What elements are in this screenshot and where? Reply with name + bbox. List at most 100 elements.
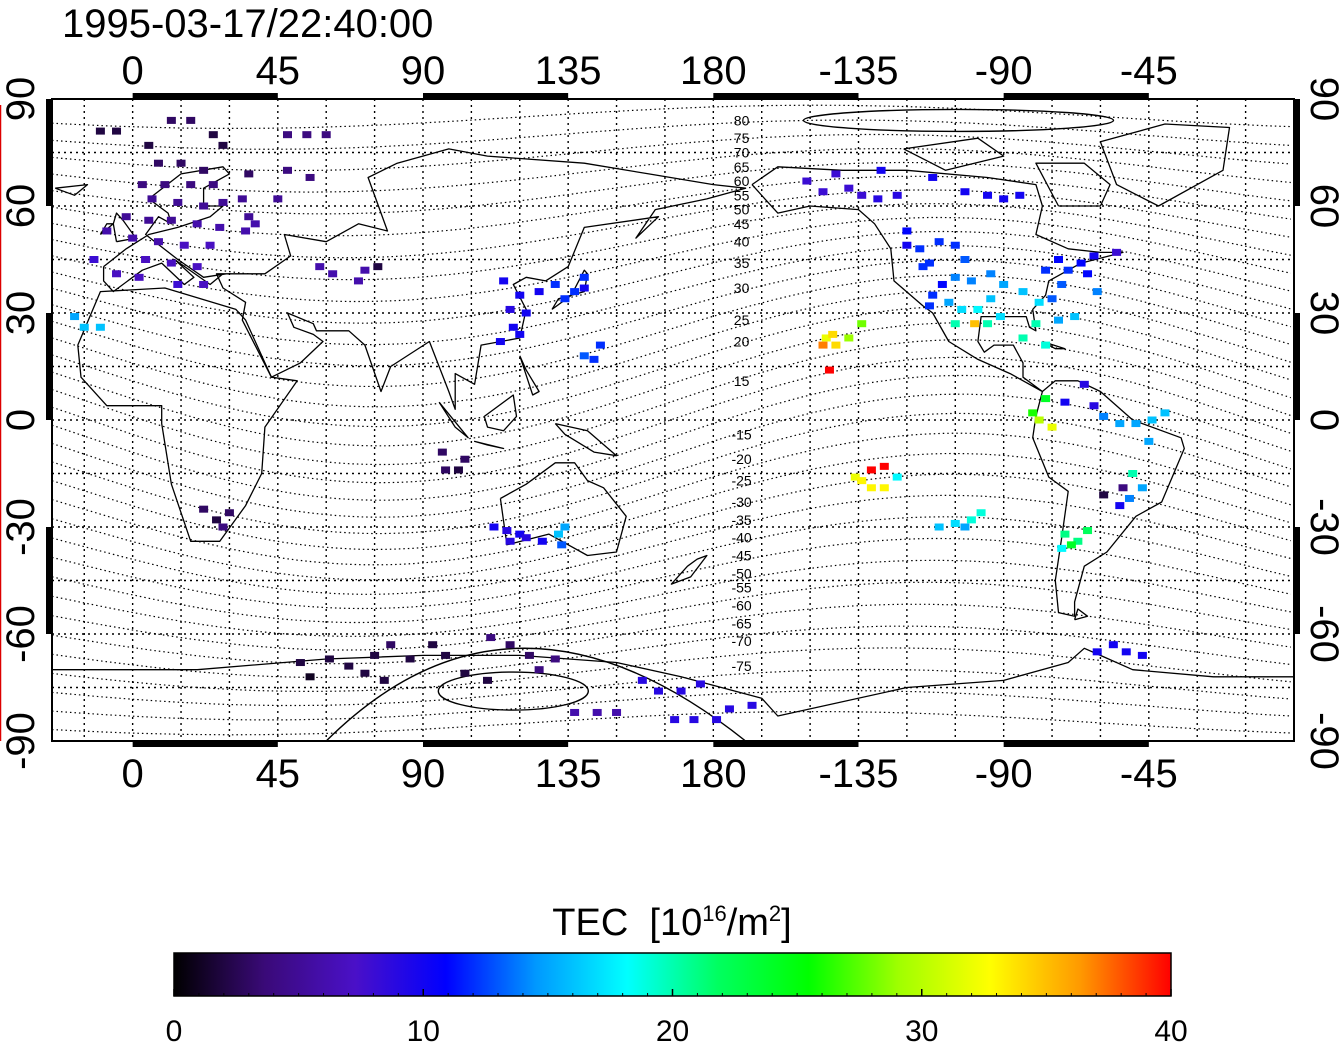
coastline bbox=[551, 269, 589, 310]
colorbar: 0 10 20 30 40 bbox=[166, 952, 1188, 1048]
tec-point bbox=[1089, 252, 1099, 260]
colorbar-tick-label: 10 bbox=[407, 1015, 440, 1048]
tec-point bbox=[328, 270, 338, 278]
tec-point bbox=[892, 473, 902, 481]
contour-label: -50 bbox=[731, 565, 751, 581]
axis-band-bottom bbox=[713, 741, 859, 747]
tec-point bbox=[1034, 416, 1044, 424]
tec-point bbox=[186, 116, 196, 124]
axis-band-left bbox=[46, 527, 52, 634]
y-tick-label-right: 30 bbox=[1302, 291, 1344, 336]
tec-point bbox=[302, 131, 312, 139]
tec-point bbox=[192, 263, 202, 271]
tec-point bbox=[892, 191, 902, 199]
coastline bbox=[1099, 123, 1231, 207]
tec-point bbox=[1137, 484, 1147, 492]
tec-point bbox=[1057, 544, 1067, 552]
tec-point bbox=[244, 213, 254, 221]
coastline bbox=[77, 287, 298, 542]
tec-point bbox=[924, 302, 934, 310]
coastline bbox=[670, 554, 708, 585]
axis-band-top bbox=[132, 93, 278, 99]
contour-line bbox=[52, 412, 1291, 535]
tec-point bbox=[505, 641, 515, 649]
contour-line bbox=[52, 625, 1291, 679]
tec-point bbox=[273, 195, 283, 203]
tec-point bbox=[360, 266, 370, 274]
y-tick-label-left: 90 bbox=[0, 77, 43, 122]
graticule-grid bbox=[52, 99, 1294, 741]
colorbar-tick-label: 20 bbox=[656, 1015, 689, 1048]
tec-point bbox=[960, 188, 970, 196]
tec-point bbox=[986, 270, 996, 278]
tec-point bbox=[637, 676, 647, 684]
tec-point bbox=[902, 241, 912, 249]
tec-point bbox=[295, 659, 305, 667]
tec-point bbox=[521, 534, 531, 542]
tec-point bbox=[486, 634, 496, 642]
contour-label: 60 bbox=[734, 173, 750, 189]
contour-line bbox=[52, 230, 1291, 324]
tec-point bbox=[550, 655, 560, 663]
tec-point bbox=[818, 188, 828, 196]
tec-point bbox=[934, 238, 944, 246]
tec-point bbox=[508, 323, 518, 331]
tec-point bbox=[521, 309, 531, 317]
tec-point bbox=[1054, 256, 1064, 263]
tec-point bbox=[1070, 313, 1080, 321]
timestamp-title: 1995-03-17/22:40:00 bbox=[62, 2, 434, 46]
tec-point bbox=[866, 466, 876, 474]
tec-point bbox=[824, 366, 834, 374]
tec-point bbox=[505, 305, 515, 313]
tec-point bbox=[1041, 395, 1051, 403]
tec-point bbox=[515, 291, 525, 299]
tec-point bbox=[166, 259, 176, 267]
contour-line bbox=[52, 305, 1291, 428]
x-tick-label-bottom: 90 bbox=[401, 752, 446, 796]
axis-band-right bbox=[1294, 527, 1300, 634]
tec-point bbox=[973, 305, 983, 313]
tec-point bbox=[857, 477, 867, 485]
tec-point bbox=[128, 234, 138, 242]
tec-point bbox=[324, 655, 334, 663]
contour-line bbox=[52, 259, 1291, 367]
tec-point bbox=[1034, 298, 1044, 306]
tec-point bbox=[160, 181, 170, 189]
tec-point bbox=[89, 256, 99, 263]
tec-point bbox=[1060, 398, 1070, 406]
tec-point bbox=[937, 280, 947, 288]
contour-label: 45 bbox=[734, 216, 750, 232]
tec-point bbox=[1076, 259, 1086, 267]
coastline bbox=[903, 137, 1005, 171]
contour-line bbox=[52, 690, 1291, 721]
tec-point bbox=[460, 455, 470, 463]
tec-point bbox=[305, 173, 315, 181]
tec-point bbox=[1073, 537, 1083, 545]
tec-point bbox=[1092, 648, 1102, 656]
tec-point bbox=[986, 295, 996, 303]
tec-point bbox=[960, 523, 970, 531]
y-tick-label-left: -30 bbox=[0, 498, 43, 556]
tec-point bbox=[166, 216, 176, 224]
tec-point bbox=[515, 330, 525, 338]
coastline bbox=[438, 401, 469, 439]
tec-point bbox=[983, 320, 993, 328]
contour-line bbox=[437, 671, 590, 711]
tec-point bbox=[934, 523, 944, 531]
tec-point bbox=[95, 127, 105, 135]
contour-label: -30 bbox=[731, 494, 751, 510]
contour-line bbox=[52, 603, 1291, 665]
axis-band-right bbox=[1294, 99, 1300, 206]
tec-point bbox=[695, 680, 705, 688]
tec-point bbox=[553, 530, 563, 538]
tec-point bbox=[386, 641, 396, 649]
tec-point bbox=[818, 341, 828, 349]
contour-label: -70 bbox=[731, 633, 751, 649]
tec-point bbox=[579, 352, 589, 360]
tec-point bbox=[1041, 266, 1051, 274]
tec-point bbox=[1147, 416, 1157, 424]
contour-label: 75 bbox=[734, 130, 750, 146]
tec-point bbox=[218, 523, 228, 531]
